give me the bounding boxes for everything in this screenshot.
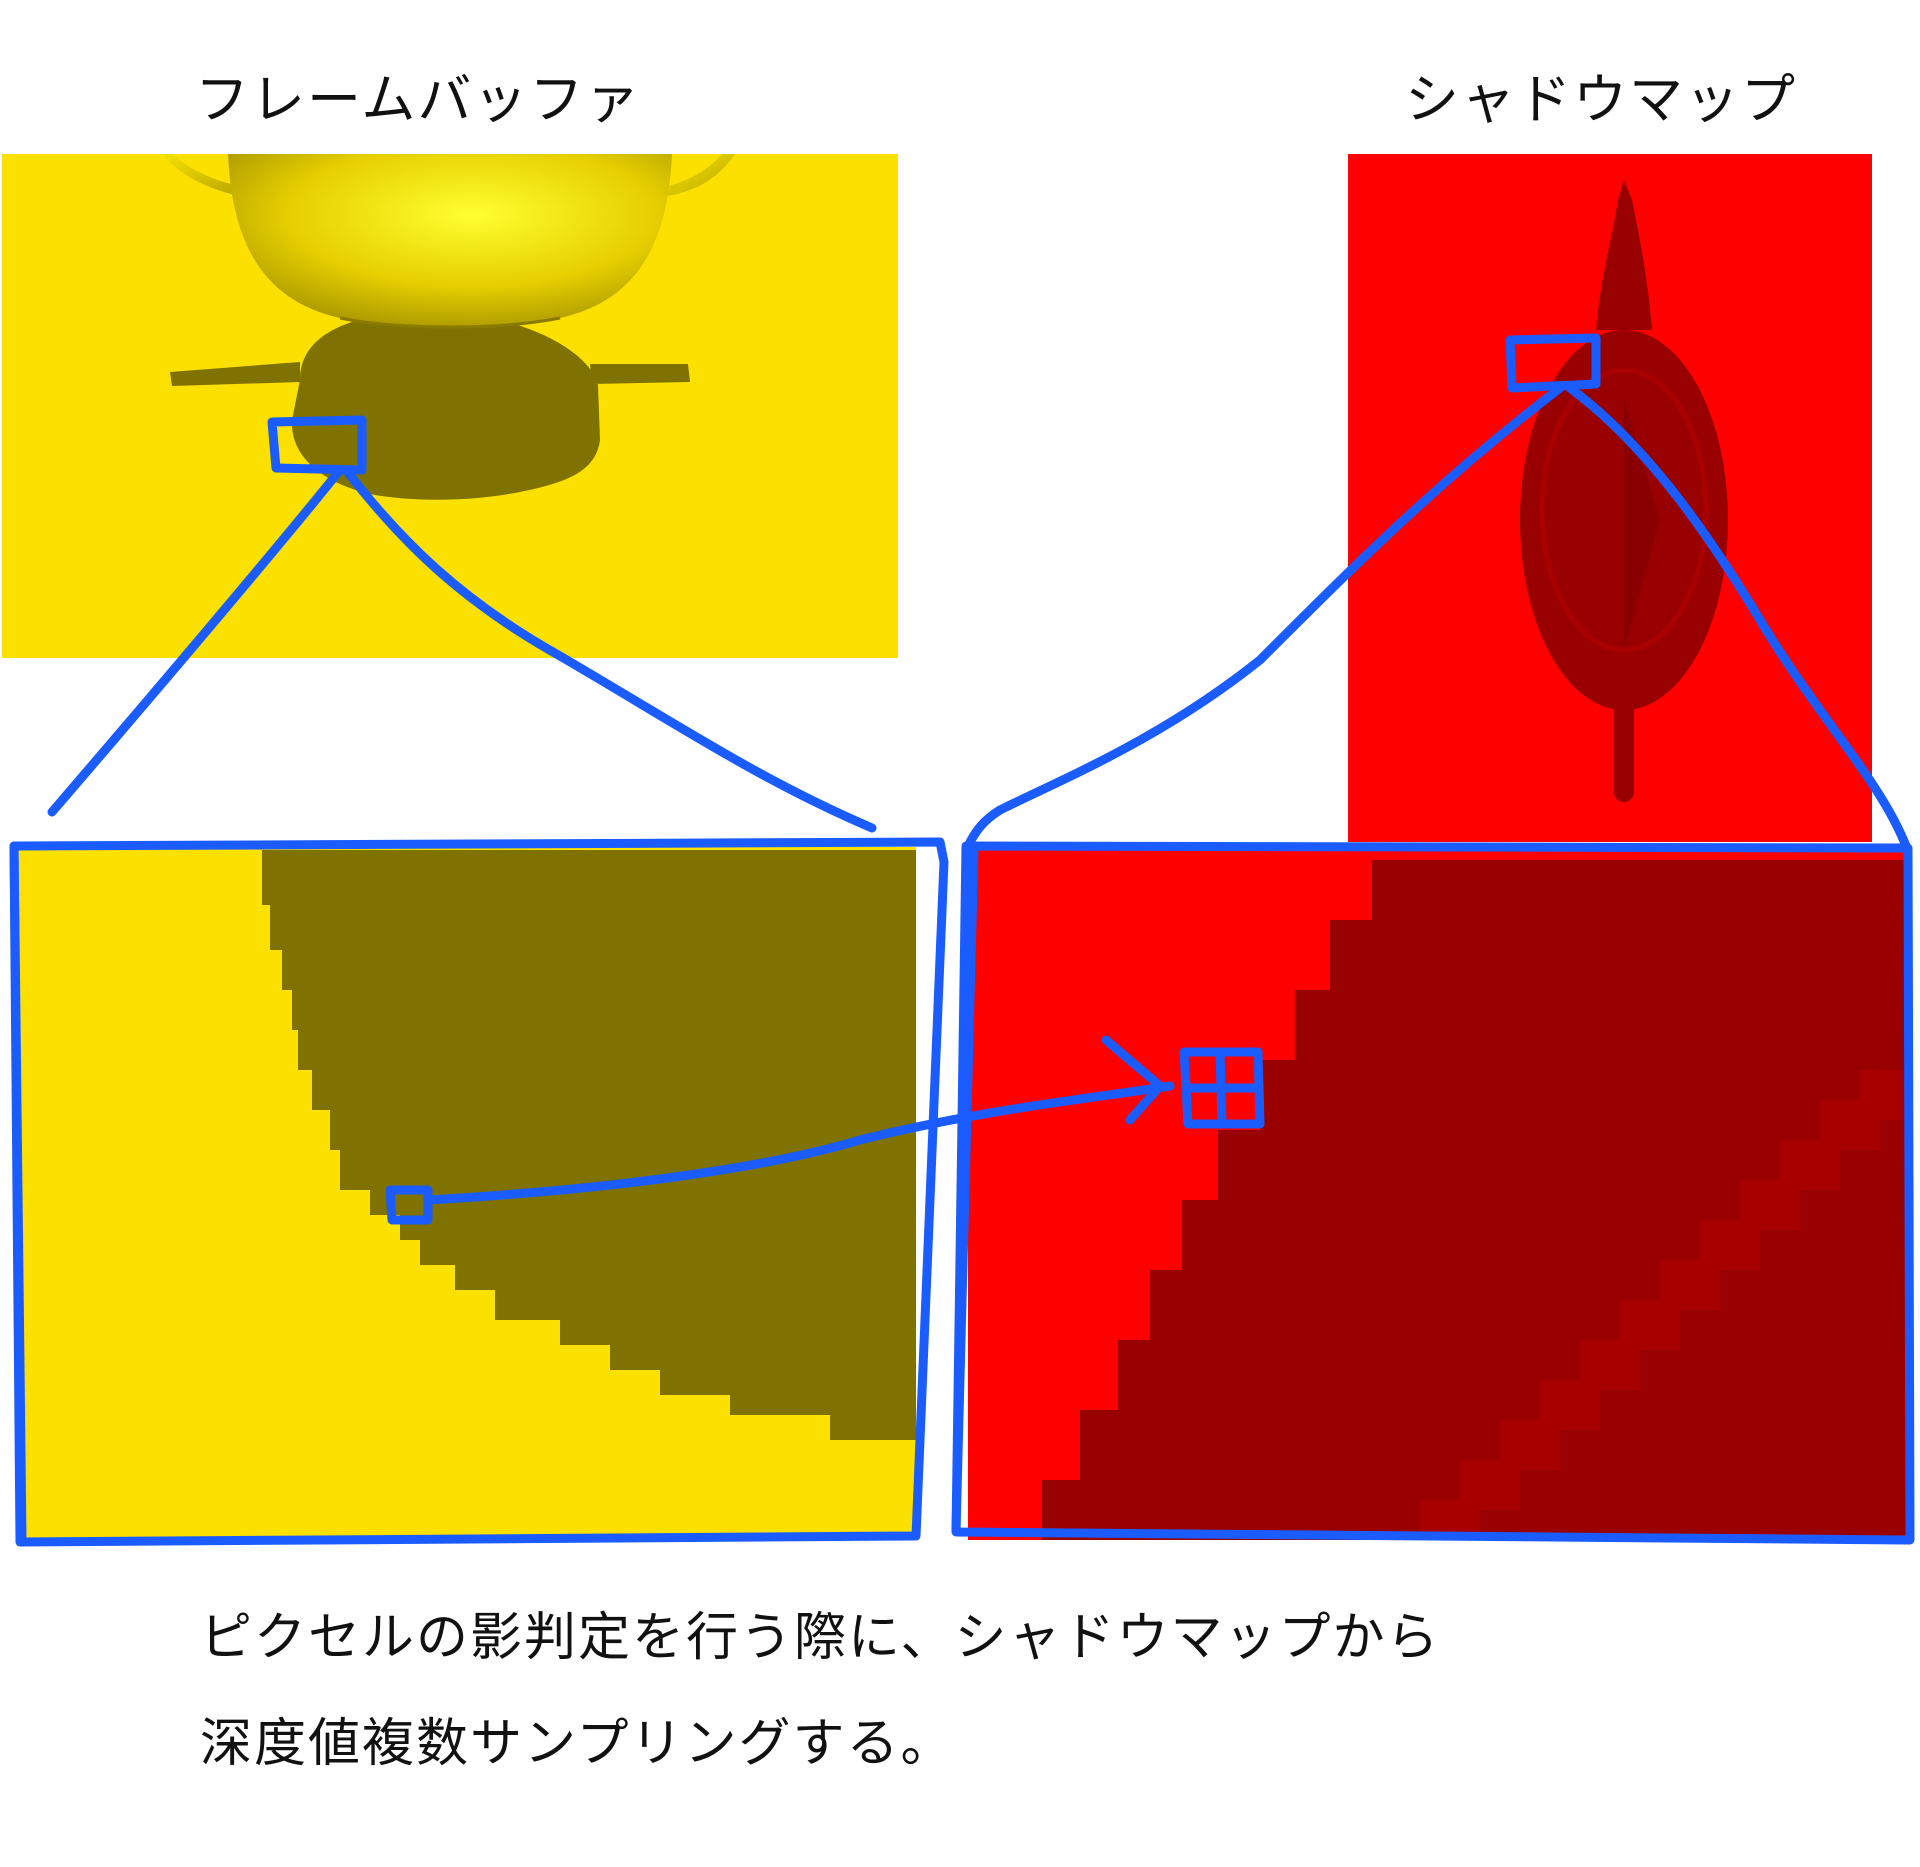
teapot-handle-left (162, 154, 240, 196)
caption-line-1: ピクセルの影判定を行う際に、シャドウマップから (200, 1608, 1441, 1668)
sample-arrow (423, 1081, 1175, 1205)
teapot-handle-right (668, 154, 735, 196)
fb-zoom-line-left (47, 465, 345, 817)
fb-pixel-box (267, 415, 367, 475)
teapot-body (228, 154, 672, 327)
annotation-strokes (9, 333, 1915, 1547)
teapot-shadow (170, 311, 690, 500)
sample-grid (1179, 1047, 1265, 1129)
shadowmap-image (1348, 154, 1872, 842)
framebuffer-image (2, 154, 898, 658)
caption-line-2: 深度値複数サンプリングする。 (200, 1714, 955, 1774)
fb-zoom-line-right (341, 465, 877, 833)
sm-texel-box (1505, 333, 1601, 393)
shadowmap-title: シャドウマップ (1405, 68, 1797, 131)
framebuffer-title: フレームバッファ (195, 68, 642, 131)
caption: ピクセルの影判定を行う際に、シャドウマップから 深度値複数サンプリングする。 (200, 1585, 1440, 1797)
sample-pixel-box (385, 1185, 433, 1225)
shadowmap-zoom (968, 847, 1906, 1540)
sm-zoom-line-left (963, 383, 1565, 851)
sm-zoom-line-right (1565, 383, 1911, 851)
